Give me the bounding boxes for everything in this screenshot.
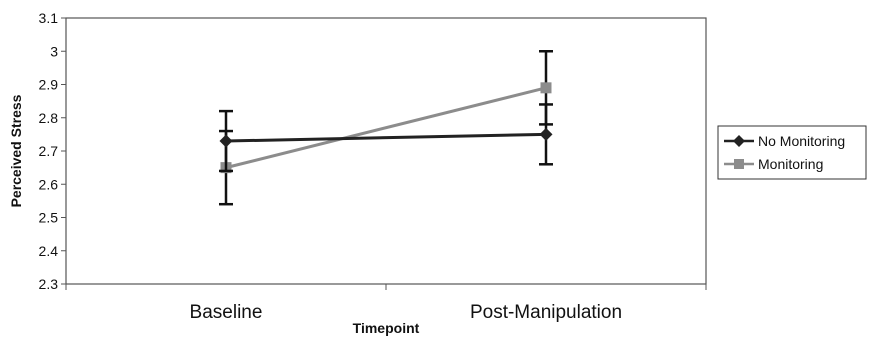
x-tick-label: Post-Manipulation <box>470 302 622 323</box>
y-tick-label: 2.8 <box>39 110 59 126</box>
y-tick-label: 3.1 <box>39 10 59 26</box>
series-layer <box>219 50 553 206</box>
series-line-no-monitoring <box>225 132 547 143</box>
y-axis: 2.3 2.4 2.5 2.6 2.7 2.8 2.9 3 3.1 <box>39 10 66 292</box>
legend-label-monitoring: Monitoring <box>758 156 823 172</box>
y-axis-title: Perceived Stress <box>8 94 24 207</box>
data-point-no-monitoring <box>539 127 553 141</box>
y-tick-label: 3 <box>50 43 58 59</box>
x-axis-title: Timepoint <box>353 320 420 336</box>
series-line-monitoring <box>225 86 547 170</box>
x-axis: Baseline Post-Manipulation <box>65 284 707 323</box>
y-tick-label: 2.6 <box>39 176 59 192</box>
legend-marker-monitoring <box>734 159 744 169</box>
y-tick-label: 2.7 <box>39 143 59 159</box>
legend-label-no-monitoring: No Monitoring <box>758 133 845 149</box>
y-tick-label: 2.4 <box>39 243 59 259</box>
legend-marker-no-monitoring <box>733 135 745 147</box>
x-tick-label: Baseline <box>190 302 263 323</box>
y-tick-label: 2.9 <box>39 77 59 93</box>
y-tick-label: 2.5 <box>39 210 59 226</box>
legend: No Monitoring Monitoring <box>717 125 867 180</box>
data-point-monitoring <box>540 82 552 94</box>
series-no-monitoring <box>219 103 553 173</box>
y-tick-label: 2.3 <box>39 276 59 292</box>
data-point-no-monitoring <box>219 134 233 148</box>
legend-box <box>717 125 867 180</box>
plot-area <box>65 17 707 285</box>
